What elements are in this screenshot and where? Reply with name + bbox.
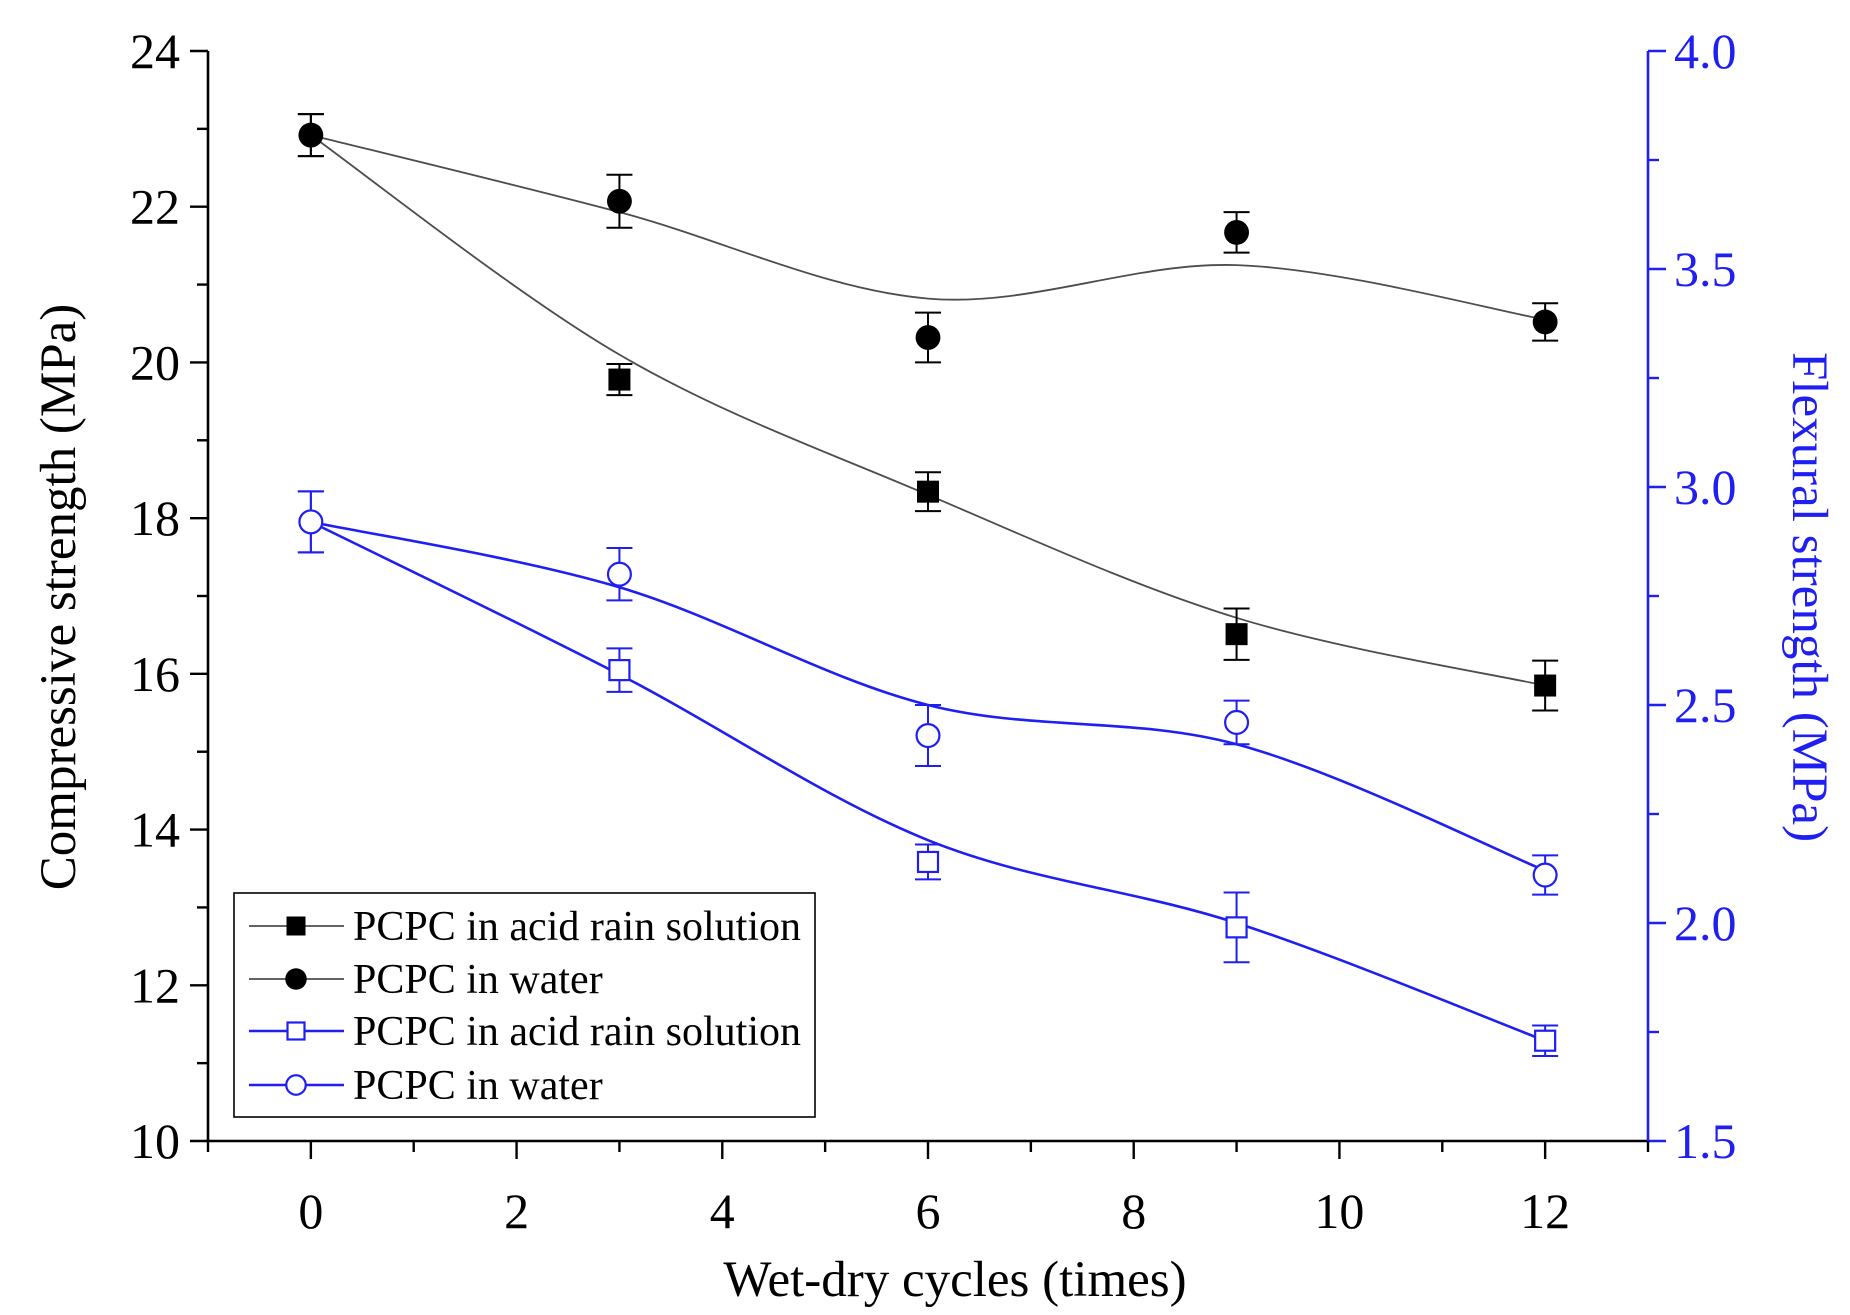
y-tick-label: 10 [130, 1113, 180, 1169]
y-tick-label: 24 [130, 23, 180, 79]
y-tick-label: 12 [130, 957, 180, 1013]
data-point-0-1 [608, 368, 631, 391]
y2-tick-label: 2.5 [1674, 677, 1737, 733]
data-point-1-4 [1532, 309, 1558, 335]
data-point-0-3 [1225, 623, 1248, 646]
legend-label: PCPC in acid rain solution [353, 1009, 801, 1055]
y-tick-label: 22 [130, 179, 180, 235]
data-point-1-1 [606, 188, 632, 214]
legend-marker [285, 1074, 307, 1096]
y2-tick-label: 3.0 [1674, 459, 1737, 515]
x-tick-label: 2 [504, 1183, 529, 1239]
x-tick-label: 6 [916, 1183, 941, 1239]
y-tick-label: 14 [130, 802, 180, 858]
legend-marker [286, 1021, 306, 1041]
data-point-1-2 [915, 325, 941, 350]
series-line-3 [310, 520, 1546, 872]
data-point-1-0 [298, 122, 324, 148]
legend-entry-3: PCPC in water [249, 1063, 603, 1109]
y-tick-label: 20 [130, 334, 180, 390]
legend-marker [285, 968, 307, 990]
x-tick-label: 4 [710, 1183, 735, 1239]
legend-entry-0: PCPC in acid rain solution [249, 904, 801, 950]
ticks-layer: 0 2 4 6 8 10 1210121416182022241.52.02.53.03.5… [130, 23, 1737, 1239]
legend: PCPC in acid rain solution PCPC in water P… [233, 892, 816, 1118]
data-point-3-2 [915, 722, 941, 749]
legend-label: PCPC in water [353, 957, 603, 1003]
data-point-3-0 [298, 509, 324, 535]
data-point-2-1 [608, 659, 631, 682]
data-point-3-4 [1532, 862, 1558, 888]
legend-box [233, 892, 816, 1118]
legend-entry-2: PCPC in acid rain solution [249, 1009, 801, 1055]
y2-axis-title: Flexural strength (MPa) [1781, 352, 1837, 842]
series-line-1 [310, 134, 1546, 321]
legend-entry-1: PCPC in water [249, 957, 603, 1003]
data-point-2-2 [916, 850, 940, 874]
y-tick-label: 16 [130, 646, 180, 702]
data-point-1-3 [1224, 219, 1250, 245]
data-point-0-4 [1534, 674, 1557, 697]
y2-tick-label: 3.5 [1674, 241, 1737, 297]
legend-label: PCPC in acid rain solution [353, 904, 801, 950]
data-point-2-4 [1534, 1029, 1557, 1052]
y2-tick-label: 4.0 [1674, 23, 1737, 79]
x-axis-title: Wet-dry cycles (times) [723, 1252, 1186, 1308]
data-point-3-1 [606, 561, 632, 587]
y2-tick-label: 1.5 [1674, 1113, 1737, 1169]
x-tick-label: 8 [1121, 1183, 1146, 1239]
y-axis-title: Compressive strength (MPa) [31, 304, 87, 890]
data-point-2-3 [1225, 916, 1248, 939]
x-tick-label: 12 [1520, 1183, 1570, 1239]
x-tick-label: 10 [1314, 1183, 1364, 1239]
y2-tick-label: 2.0 [1674, 895, 1737, 951]
legend-label: PCPC in water [353, 1063, 603, 1109]
markers-layer [298, 122, 1558, 1052]
data-point-0-2 [917, 480, 939, 503]
x-tick-label: 0 [298, 1183, 323, 1239]
series-line-0 [310, 134, 1546, 687]
data-point-3-3 [1224, 709, 1250, 735]
legend-marker [286, 916, 306, 936]
series-line-2 [310, 520, 1546, 1042]
y-tick-label: 18 [130, 490, 180, 546]
